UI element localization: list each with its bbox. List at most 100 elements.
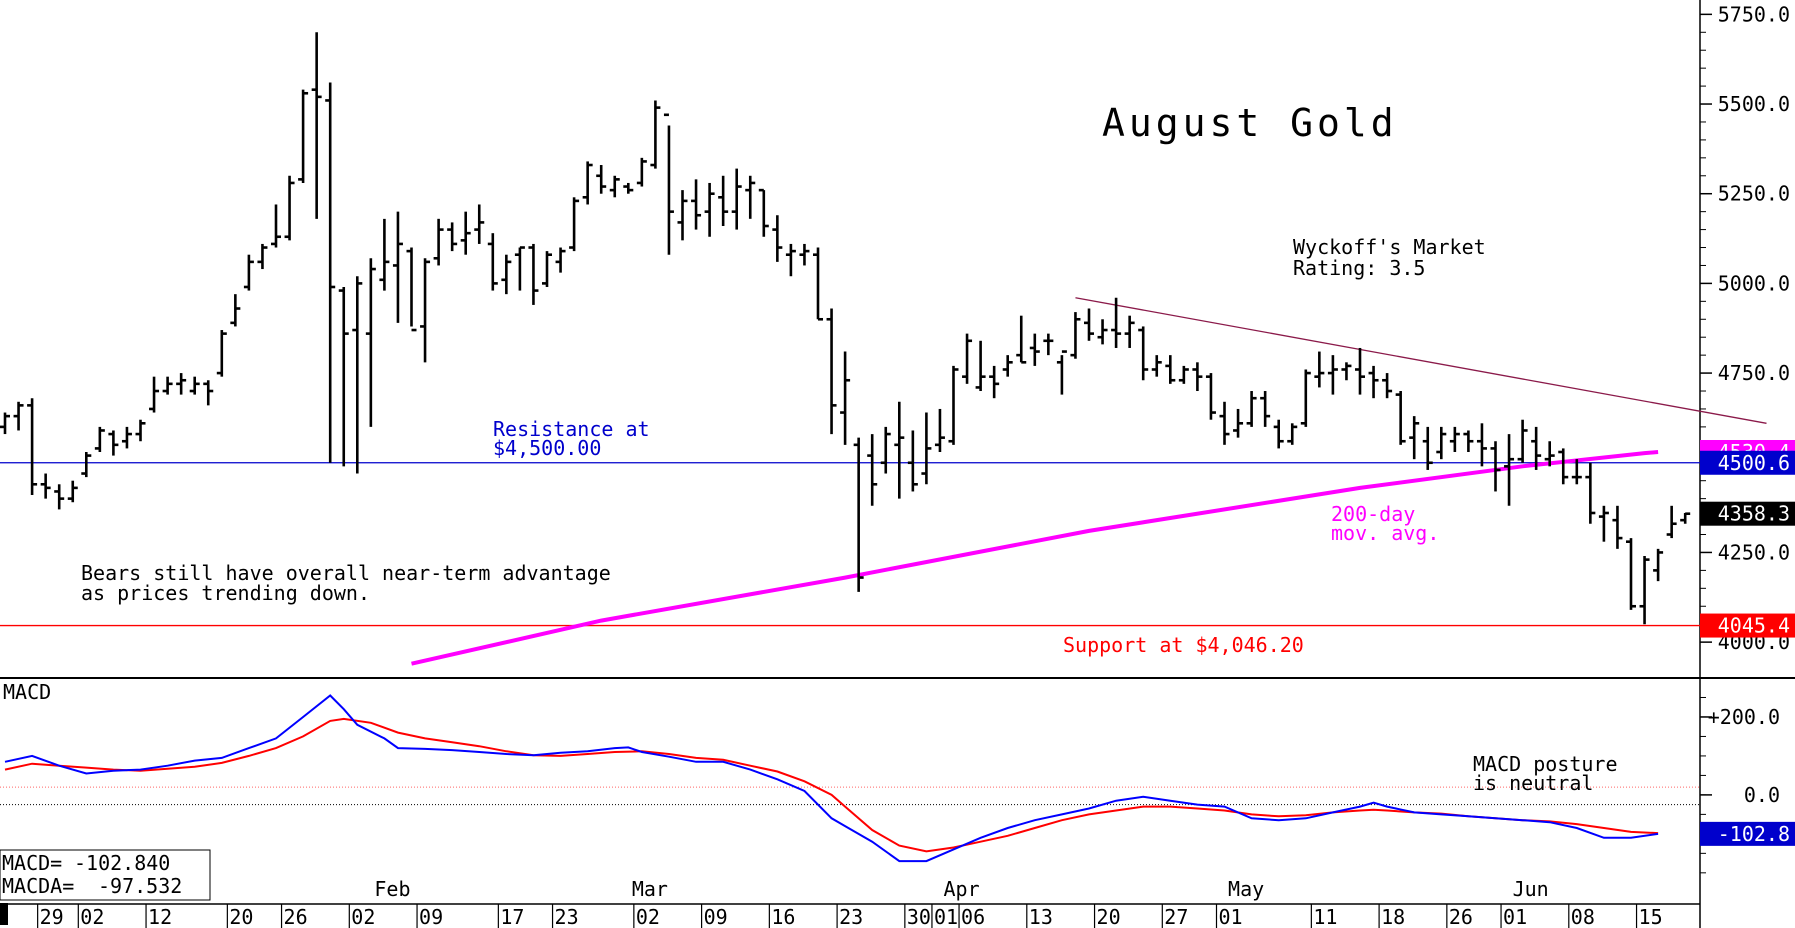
price-bar <box>1111 297 1122 348</box>
price-bar <box>460 211 471 255</box>
price-bar <box>1639 556 1650 625</box>
price-bar <box>108 430 119 456</box>
date-tick-label: 11 <box>1313 905 1337 928</box>
wyckoff-rating-line1: Wyckoff's Market <box>1293 235 1486 259</box>
resistance-label-line2: $4,500.00 <box>493 436 601 460</box>
price-bar <box>596 165 607 194</box>
price-bar <box>1246 391 1257 427</box>
price-bar <box>1612 505 1623 549</box>
price-bar <box>1395 391 1406 445</box>
price-tick-label: 4250.0 <box>1718 540 1790 564</box>
price-bar <box>189 376 200 395</box>
price-bar <box>27 398 38 496</box>
price-bar <box>352 276 363 474</box>
price-bar <box>1490 441 1501 492</box>
price-bar <box>948 365 959 445</box>
macd-tick-label: +200.0 <box>1708 705 1780 729</box>
price-bar <box>867 434 878 506</box>
price-bar <box>1300 369 1311 427</box>
price-bar <box>609 175 620 198</box>
date-tick-label: 01 <box>1503 905 1527 928</box>
month-label: May <box>1228 877 1264 901</box>
date-tick-label: 01 <box>1219 905 1243 928</box>
ma-label-line1: 200-day <box>1331 502 1415 526</box>
macd-line <box>4 694 1659 863</box>
month-label: Mar <box>632 877 668 901</box>
price-bar <box>1260 391 1271 427</box>
date-tick-label: 18 <box>1381 905 1405 928</box>
date-tick-label: 26 <box>1449 905 1473 928</box>
date-tick-label: 26 <box>284 905 308 928</box>
price-bar <box>94 426 105 452</box>
price-bar <box>365 258 376 427</box>
price-bar <box>1287 423 1298 445</box>
price-bar <box>1598 505 1609 542</box>
price-bar <box>311 32 322 219</box>
reference-lines <box>0 297 1767 627</box>
price-bar <box>853 437 864 592</box>
price-bar <box>67 480 78 503</box>
price-bar <box>1327 355 1338 395</box>
price-bar <box>1571 459 1582 485</box>
resistance-value-box <box>1700 450 1795 475</box>
price-bar <box>121 426 132 449</box>
date-tick-label: 12 <box>148 905 172 928</box>
price-bar <box>1056 350 1067 395</box>
price-bar <box>663 113 674 255</box>
date-tick-label: 29 <box>40 905 64 928</box>
price-bar <box>826 308 837 435</box>
price-bar <box>1002 355 1013 377</box>
month-label: Jun <box>1513 877 1549 901</box>
price-bar <box>298 89 309 183</box>
macd-readout-label: MACD= <box>2 851 62 875</box>
price-bar <box>1517 419 1528 463</box>
price-bar <box>1680 512 1691 524</box>
price-bar <box>1341 362 1352 381</box>
price-bar <box>1016 315 1027 364</box>
price-bar <box>907 430 918 492</box>
price-bar <box>582 161 593 205</box>
price-bar <box>257 243 268 270</box>
price-bar <box>691 179 702 230</box>
price-bar <box>203 380 214 406</box>
price-bar <box>1070 312 1081 359</box>
price-bar <box>1449 426 1460 452</box>
price-tick-label: 5250.0 <box>1718 182 1790 206</box>
price-bar <box>785 243 796 277</box>
price-bar <box>0 412 10 435</box>
price-axis-ticks: 4000.04250.04500.04750.05000.05250.05500… <box>1700 2 1790 654</box>
price-bar <box>284 175 295 241</box>
date-tick-label: 13 <box>1029 905 1053 928</box>
price-bar <box>501 254 512 295</box>
price-bar <box>1666 505 1677 539</box>
date-tick-label: 23 <box>839 905 863 928</box>
date-tick-label: 27 <box>1164 905 1188 928</box>
macd-value-box <box>1700 821 1795 846</box>
price-bar <box>623 182 634 194</box>
price-tick-label: 5750.0 <box>1718 2 1790 26</box>
price-bar <box>1124 315 1135 348</box>
price-bar <box>1544 441 1555 467</box>
macd-posture-line2: is neutral <box>1473 771 1593 795</box>
price-bar <box>447 222 458 252</box>
price-bar <box>880 426 891 474</box>
price-bar <box>1205 373 1216 420</box>
price-bar <box>1463 430 1474 452</box>
support-value-box <box>1700 613 1795 638</box>
price-bar <box>1422 426 1433 470</box>
wyckoff-rating-line2: Rating: 3.5 <box>1293 256 1425 280</box>
price-bar <box>1273 419 1284 449</box>
price-bar <box>731 168 742 230</box>
moving-average-200 <box>411 450 1659 666</box>
downtrend-line <box>1075 297 1767 424</box>
price-bar <box>636 157 647 187</box>
date-tick-label: 06 <box>961 905 985 928</box>
price-bar <box>325 82 336 463</box>
macda-readout-label: MACDA= <box>2 874 74 898</box>
date-tick-label: 20 <box>229 905 253 928</box>
price-bar <box>1151 355 1162 377</box>
price-bar <box>1368 365 1379 399</box>
price-tick-label: 5000.0 <box>1718 271 1790 295</box>
price-bar <box>406 247 417 332</box>
price-bar <box>1192 362 1203 392</box>
